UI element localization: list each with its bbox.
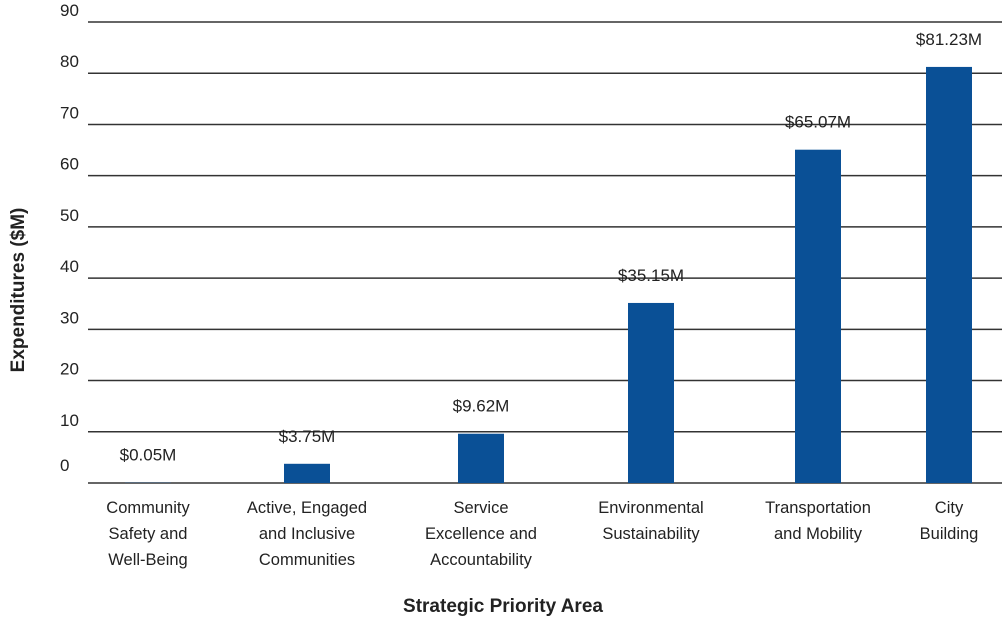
x-axis-title: Strategic Priority Area — [403, 596, 603, 617]
x-tick-label: Service Excellence and Accountability — [425, 499, 537, 569]
value-label: $0.05M — [120, 446, 177, 465]
x-tick-label: Active, Engaged and Inclusive Communitie… — [246, 499, 368, 569]
y-tick-label: 50 — [60, 206, 79, 225]
bar — [795, 149, 841, 483]
x-tick-label: City Building — [919, 499, 979, 543]
value-label: $35.15M — [618, 266, 684, 285]
x-tick-label: Transportation and Mobility — [765, 499, 871, 543]
y-tick-label: 60 — [60, 155, 79, 174]
value-label: $9.62M — [453, 397, 510, 416]
y-tick-label: 70 — [60, 103, 79, 122]
y-tick-label: 40 — [60, 257, 79, 276]
y-tick-label: 20 — [60, 360, 79, 379]
y-tick-label: 0 — [60, 456, 69, 475]
y-tick-label: 80 — [60, 52, 79, 71]
bar — [926, 66, 972, 484]
bar — [284, 463, 330, 483]
value-label: $65.07M — [785, 113, 851, 132]
y-tick-label: 30 — [60, 308, 79, 327]
bar — [628, 302, 674, 483]
value-label: $3.75M — [279, 427, 336, 446]
x-tick-label: Community Safety and Well-Being — [106, 499, 190, 569]
y-tick-label: 90 — [60, 1, 79, 20]
value-label: $81.23M — [916, 30, 982, 49]
x-tick-label: Environmental Sustainability — [598, 499, 704, 543]
y-tick-label: 10 — [60, 411, 79, 430]
bar — [458, 433, 504, 483]
y-axis-title: Expenditures ($M) — [8, 208, 29, 373]
